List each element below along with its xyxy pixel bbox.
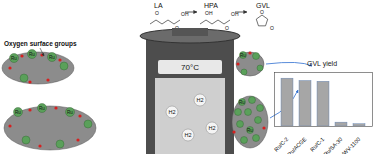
svg-text:Ru: Ru	[29, 52, 35, 57]
svg-text:Ru: Ru	[67, 110, 73, 115]
html-text:GVL yield: GVL yield	[307, 60, 337, 67]
svg-text:Ru/C-1: Ru/C-1	[309, 136, 326, 153]
svg-text:LA: LA	[154, 2, 163, 9]
svg-text:Ru/C-2: Ru/C-2	[273, 136, 290, 153]
svg-text:O: O	[155, 10, 159, 16]
svg-text:GVL: GVL	[256, 2, 270, 9]
svg-text:70°C: 70°C	[181, 63, 199, 72]
svg-text:Ru: Ru	[39, 106, 45, 111]
svg-text:OH: OH	[231, 11, 239, 17]
svg-text:Ru: Ru	[239, 100, 245, 105]
svg-text:H2: H2	[196, 97, 203, 103]
svg-text:H2: H2	[184, 132, 191, 138]
svg-text:Ru/ACGE: Ru/ACGE	[286, 136, 308, 154]
svg-text:H2: H2	[208, 125, 215, 131]
svg-text:H2: H2	[168, 109, 175, 115]
svg-text:Oxygen surface groups: Oxygen surface groups	[4, 40, 77, 48]
svg-text:O: O	[270, 25, 274, 31]
svg-text:Ru/SA-30: Ru/SA-30	[322, 136, 343, 154]
svg-text:O: O	[260, 9, 264, 15]
svg-text:Ru: Ru	[49, 55, 55, 60]
svg-text:Ru: Ru	[247, 128, 253, 133]
svg-text:Ru: Ru	[240, 53, 246, 58]
svg-text:OH: OH	[205, 10, 213, 16]
svg-text:OH: OH	[181, 11, 189, 17]
svg-text:HPA: HPA	[204, 2, 218, 9]
svg-text:O: O	[225, 25, 229, 31]
svg-text:Ru: Ru	[15, 110, 21, 115]
svg-text:Ru: Ru	[11, 56, 17, 61]
svg-text:Ru/WV-1100: Ru/WV-1100	[335, 136, 361, 154]
